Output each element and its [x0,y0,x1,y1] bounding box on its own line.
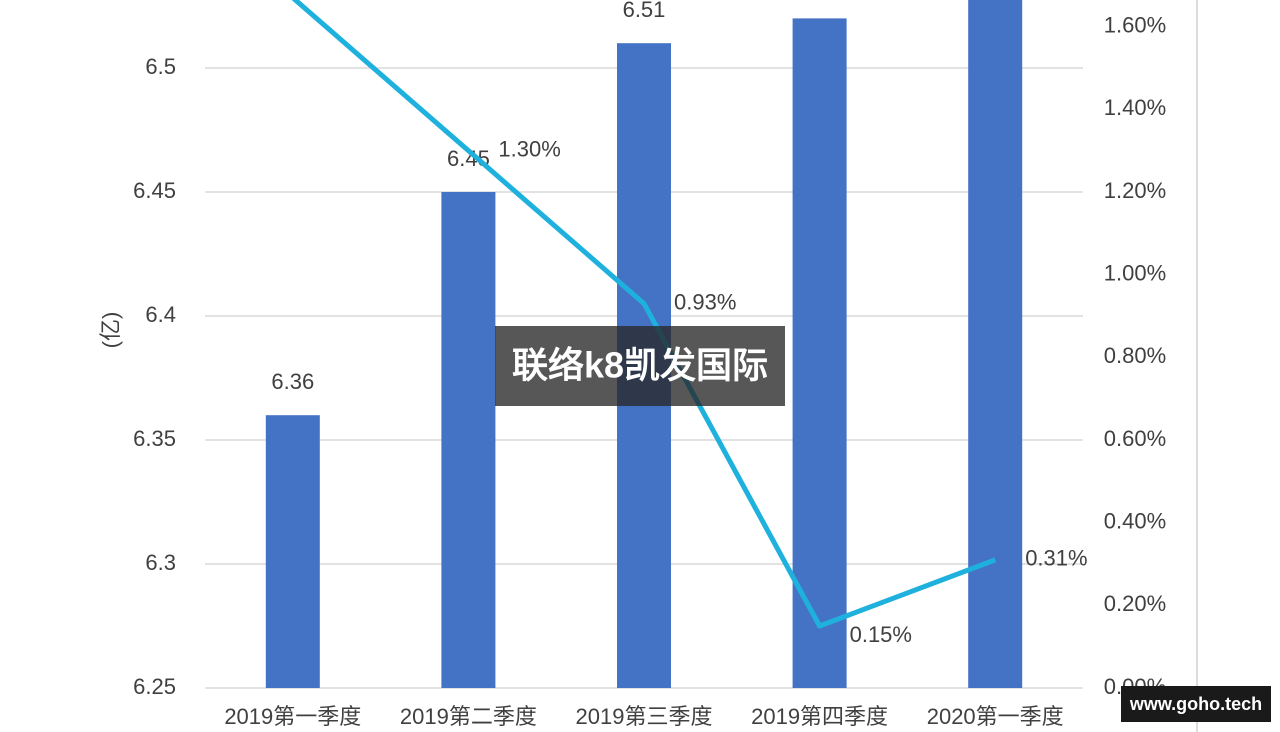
y2-tick-label: 0.40% [1104,508,1166,533]
y-tick-label: 6.5 [145,54,176,79]
bar-value-label: 6.36 [271,369,314,394]
x-tick-label: 2019第四季度 [751,704,888,729]
bar [441,192,496,688]
y-tick-label: 6.25 [133,674,176,699]
y2-tick-label: 0.20% [1104,591,1166,616]
y2-tick-label: 0.60% [1104,426,1166,451]
x-tick-label: 2019第一季度 [224,704,361,729]
bar [265,415,320,688]
y2-tick-label: 1.40% [1104,95,1166,120]
bar-value-label: 6.51 [623,0,666,22]
credit: www.goho.tech [1129,694,1262,714]
line-value-label: 0.31% [1025,546,1087,571]
y-tick-label: 6.45 [133,178,176,203]
line [291,0,997,629]
x-tick-label: 2020第一季度 [927,704,1064,729]
x-tick-label: 2019第三季度 [576,704,713,729]
y2-tick-label: 1.60% [1104,12,1166,37]
y-tick-label: 6.35 [133,426,176,451]
y-tick-label: 6.3 [145,550,176,575]
bar [792,18,847,688]
y2-tick-label: 1.20% [1104,178,1166,203]
y-tick-label: 6.4 [145,302,176,327]
x-tick-label: 2019第二季度 [400,704,537,729]
watermark: 联络k8凯发国际 [512,345,768,386]
line-value-label: 1.30% [498,136,560,161]
line-value-label: 0.93% [674,289,736,314]
y-axis-label: (亿) [98,312,123,349]
bar [968,0,1023,689]
credit-box [1121,686,1271,722]
line-value-label: 0.15% [850,622,912,647]
y2-tick-label: 1.00% [1104,260,1166,285]
y2-tick-label: 0.80% [1104,343,1166,368]
watermark-box [495,326,785,406]
